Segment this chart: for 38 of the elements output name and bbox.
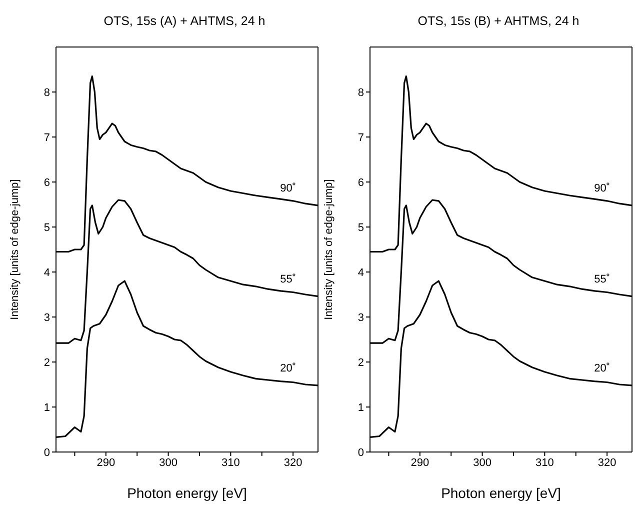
y-tick-label: 5 — [358, 222, 364, 234]
y-tick-label: 0 — [358, 446, 364, 459]
x-tick-label: 290 — [96, 456, 116, 469]
series-label: 90˚ — [280, 182, 296, 194]
y-tick-label: 6 — [44, 176, 50, 189]
y-tick-label: 4 — [44, 266, 50, 279]
y-axis-title: Intensity [units of edge-jump] — [8, 179, 21, 320]
y-tick-label: 8 — [44, 86, 50, 99]
y-tick-label: 1 — [44, 402, 50, 414]
x-tick-label: 300 — [473, 456, 492, 469]
chart-title: OTS, 15s (B) + AHTMS, 24 h — [416, 13, 580, 30]
series-label: 20˚ — [280, 362, 296, 374]
y-tick-label: 3 — [358, 312, 364, 324]
y-tick-label: 6 — [358, 176, 364, 189]
chart-title: OTS, 15s (A) + AHTMS, 24 h — [102, 13, 266, 30]
x-tick-label: 290 — [410, 456, 430, 469]
series-label: 55˚ — [594, 273, 610, 286]
x-tick-label: 320 — [284, 456, 302, 469]
y-tick-label: 7 — [44, 132, 50, 144]
series-label: 55˚ — [280, 273, 296, 286]
y-axis-title: Intensity [units of edge-jump] — [322, 179, 335, 320]
x-axis-title: Photon energy [eV] — [127, 485, 247, 501]
x-tick-label: 310 — [221, 456, 240, 469]
y-tick-label: 2 — [44, 356, 50, 369]
x-axis-title: Photon energy [eV] — [441, 485, 561, 501]
series-label: 90˚ — [594, 182, 610, 194]
series-label: 20˚ — [594, 362, 610, 374]
y-tick-label: 0 — [44, 446, 50, 459]
y-tick-label: 1 — [358, 402, 364, 414]
x-tick-label: 320 — [598, 456, 616, 469]
y-tick-label: 7 — [358, 132, 364, 144]
y-tick-label: 3 — [44, 312, 50, 324]
y-tick-label: 8 — [358, 86, 364, 99]
x-tick-label: 300 — [159, 456, 178, 469]
y-tick-label: 5 — [44, 222, 50, 234]
y-tick-label: 4 — [358, 266, 364, 279]
y-tick-label: 2 — [358, 356, 364, 369]
x-tick-label: 310 — [535, 456, 554, 469]
